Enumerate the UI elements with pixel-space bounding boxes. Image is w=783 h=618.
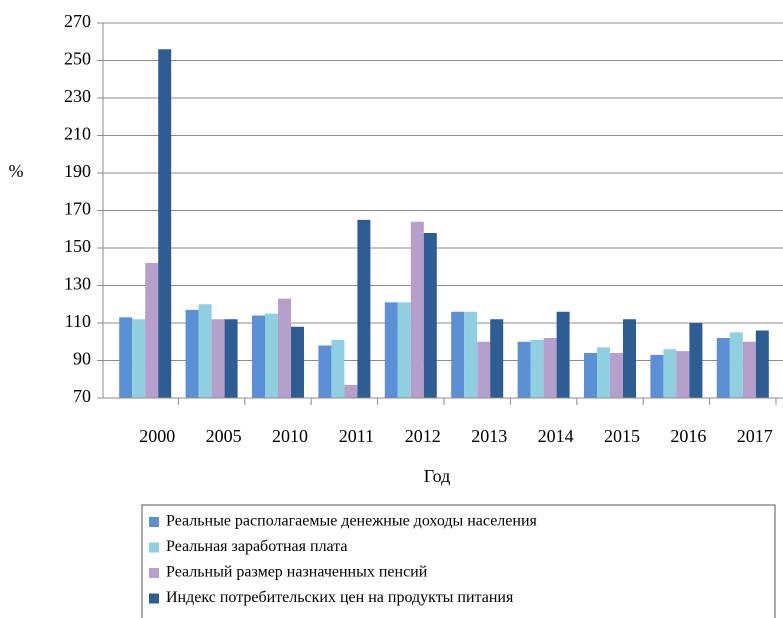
bar [344,384,358,398]
bar [556,311,570,398]
y-tick-label: 270 [64,11,91,31]
bar [610,353,623,398]
y-tick-label: 190 [64,161,91,181]
bar [198,304,212,398]
x-tick-label: 2005 [206,426,242,446]
bar [689,323,703,398]
bar [410,221,424,398]
x-tick-label: 2016 [670,426,706,446]
bar [584,353,597,398]
y-axis-label: % [9,161,24,181]
bar [755,330,769,398]
legend-label: Реальные располагаемые денежные доходы н… [166,513,538,530]
bar [650,354,664,398]
x-tick-label: 2015 [604,426,640,446]
y-tick-label: 70 [73,386,91,406]
bar [397,302,411,398]
bar [278,298,291,398]
legend-label: Индекс потребительских цен на продукты п… [166,589,514,606]
bar [291,326,304,398]
bar [676,351,690,398]
bar [423,233,437,398]
bar [543,338,557,398]
legend: Реальные располагаемые денежные доходы н… [149,513,538,606]
x-tick-label: 2000 [139,426,175,446]
x-tick-label: 2014 [538,426,574,446]
bar [224,319,238,398]
bar [597,347,610,398]
legend-label: Реальный размер назначенных пенсий [166,564,428,581]
y-tick-label: 210 [64,124,91,144]
bar [663,349,677,398]
x-tick-label: 2011 [339,426,374,446]
bar [119,317,133,398]
legend-box [141,504,776,618]
x-axis-label: Год [424,466,450,486]
bar [742,341,756,398]
legend-swatch [149,517,159,527]
bar [357,219,371,398]
bar [384,302,398,398]
bar [331,339,345,398]
bar [158,49,172,398]
bar [716,338,730,398]
legend-swatch [149,593,159,604]
bar [623,319,636,398]
bar [318,345,332,398]
legend-label: Реальная заработная плата [166,538,348,555]
bar [729,332,743,398]
bar [252,315,265,398]
bar [477,341,491,398]
y-tick-label: 110 [65,311,91,331]
y-tick-label: 230 [64,86,91,106]
y-tick-label: 90 [73,349,91,369]
y-tick-label: 150 [64,236,91,256]
x-tick-label: 2012 [405,426,441,446]
bar [464,311,478,398]
bar [517,341,531,398]
y-tick-label: 170 [64,199,91,219]
bar [265,313,278,398]
y-tick-label: 130 [64,274,91,294]
bar [530,339,544,398]
bar [490,319,504,398]
legend-swatch [149,568,159,578]
y-tick-label: 250 [64,49,91,69]
bar [185,309,199,398]
bar [211,319,225,398]
bar [132,319,146,398]
bar [145,263,159,398]
x-tick-label: 2013 [471,426,507,446]
x-tick-label: 2017 [737,426,773,446]
x-tick-label: 2010 [272,426,308,446]
bar [451,311,465,398]
legend-swatch [149,542,159,553]
